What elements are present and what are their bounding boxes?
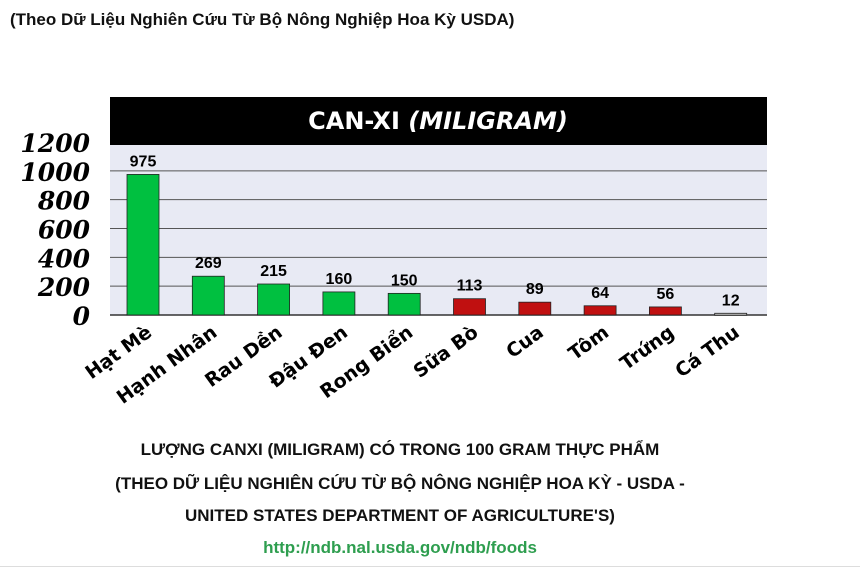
y-tick-label: 1200: [20, 129, 90, 158]
value-label: 56: [657, 286, 675, 303]
value-labels: 975 269 215 160 150 113 89 64 56 12: [130, 153, 740, 309]
value-label: 269: [195, 255, 222, 272]
value-label: 64: [591, 285, 609, 302]
footer-line-3: UNITED STATES DEPARTMENT OF AGRICULTURE'…: [185, 506, 615, 525]
bars: [126, 174, 748, 316]
source-link[interactable]: http://ndb.nal.usda.gov/ndb/foods: [263, 538, 537, 557]
value-label: 215: [260, 263, 287, 280]
bar: [453, 298, 486, 316]
category-label: Cua: [502, 321, 548, 362]
bar: [583, 305, 617, 316]
value-label: 150: [391, 272, 418, 289]
footer-line-1: LƯỢNG CANXI (MILIGRAM) CÓ TRONG 100 GRAM…: [140, 440, 660, 459]
y-tick-label: 400: [38, 244, 91, 273]
bar: [518, 301, 552, 316]
calcium-bar-chart: CAN-XI (MILIGRAM) 020040060080010001200 …: [20, 97, 767, 409]
category-label: Tôm: [564, 321, 613, 365]
y-tick-label: 1000: [20, 158, 90, 187]
y-tick-label: 0: [73, 302, 91, 331]
bar: [126, 174, 160, 316]
value-label: 12: [722, 292, 740, 309]
bar: [714, 312, 748, 316]
bar: [387, 292, 421, 316]
category-label: Trứng: [616, 321, 678, 375]
y-tick-label: 800: [37, 187, 91, 216]
title-banner: [110, 97, 767, 145]
bar: [191, 275, 225, 316]
y-tick-label: 200: [37, 273, 91, 302]
bar: [257, 283, 291, 316]
value-label: 113: [457, 278, 483, 295]
bar: [322, 291, 356, 316]
value-label: 89: [526, 281, 544, 298]
value-label: 975: [130, 153, 157, 170]
header-note: (Theo Dữ Liệu Nghiên Cứu Từ Bộ Nông Nghi…: [10, 10, 515, 29]
chart-title-main: CAN-XI: [308, 107, 400, 135]
category-label: Sữa Bò: [409, 321, 482, 382]
y-tick-label: 600: [38, 216, 91, 245]
chart-title-unit: (MILIGRAM): [408, 107, 568, 135]
bar: [649, 306, 682, 316]
footer-line-2: (THEO DỮ LIỆU NGHIÊN CỨU TỪ BỘ NÔNG NGHI…: [115, 474, 685, 493]
chart-title: CAN-XI (MILIGRAM): [308, 107, 568, 135]
category-label: Cá Thu: [671, 321, 743, 382]
value-label: 160: [326, 271, 353, 288]
